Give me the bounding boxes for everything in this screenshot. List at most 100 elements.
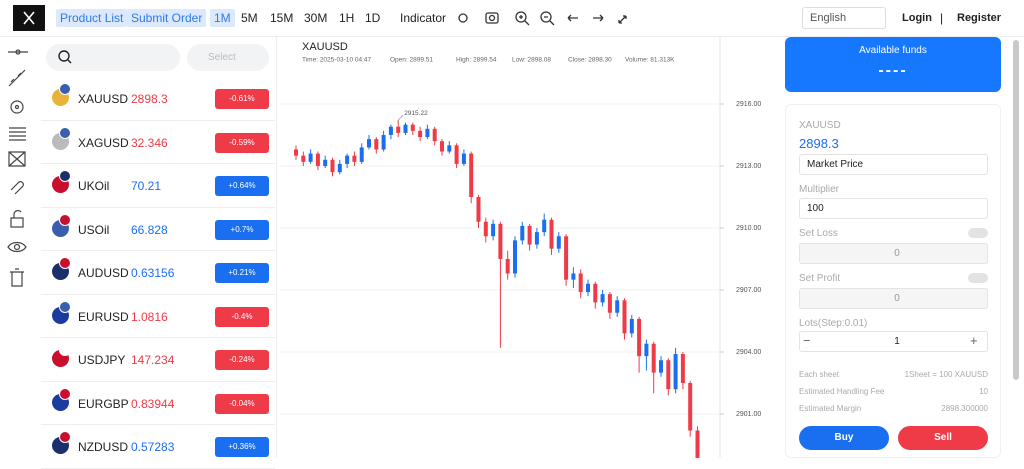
symbol-row[interactable]: AUDUSD 0.63156 +0.21% xyxy=(41,251,275,295)
candle-body xyxy=(505,258,510,274)
candle-body xyxy=(330,159,335,173)
y-tick-label: 2904.00 xyxy=(736,349,761,356)
symbol-row[interactable]: XAGUSD 32.346 -0.59% xyxy=(41,121,275,164)
symbol-icon-part xyxy=(59,300,71,313)
symbol-row[interactable]: USOil 66.828 +0.7% xyxy=(41,208,275,251)
scrollbar xyxy=(1013,40,1019,380)
symbol: XAUUSD xyxy=(799,120,841,131)
candle-body xyxy=(629,318,634,334)
buy-button[interactable]: Buy xyxy=(799,426,889,450)
plus[interactable]: + xyxy=(970,333,978,348)
set-loss[interactable]: 0 xyxy=(799,243,988,264)
symbol-price: 1.0816 xyxy=(131,309,168,324)
order-type[interactable]: Market Price xyxy=(799,154,988,175)
symbol-change: -0.4% xyxy=(215,306,269,327)
symbol-row[interactable]: UKOil 70.21 +0.64% xyxy=(41,164,275,208)
login[interactable]: Login xyxy=(902,12,932,24)
symbol-name: EURGBP xyxy=(78,396,129,411)
minus[interactable]: − xyxy=(803,333,811,348)
y-tick-label: 2907.00 xyxy=(736,287,761,294)
candlestick-chart: XAUUSD Time: 2025-03-10 04:47 Open: 2899.… xyxy=(280,36,761,458)
funds-title: Available funds xyxy=(859,45,927,56)
candle-body xyxy=(483,221,488,237)
indicator-button[interactable]: Indicator xyxy=(400,11,447,25)
candle-body xyxy=(637,318,642,357)
symbol-icon xyxy=(52,431,71,454)
symbol-icon xyxy=(52,83,71,106)
symbol-name: NZDUSD xyxy=(78,440,128,454)
symbol-icon xyxy=(52,170,71,193)
candle-body xyxy=(578,273,583,293)
symbol-name: XAGUSD xyxy=(78,135,129,150)
chart-info: High: 2899.54 xyxy=(456,57,497,64)
funds-card: Available funds ---- xyxy=(785,37,1001,92)
candle-body xyxy=(359,147,364,162)
toggle[interactable] xyxy=(968,228,988,238)
search-box[interactable] xyxy=(46,44,180,71)
candle-body xyxy=(498,223,503,259)
annotation-line xyxy=(397,114,404,121)
candle-body xyxy=(513,240,517,274)
symbol-row[interactable]: EURUSD 1.0816 -0.4% xyxy=(41,295,275,338)
toolbar-icons xyxy=(458,11,627,26)
interval[interactable]: 1H xyxy=(339,11,355,25)
symbol-row[interactable]: XAUUSD 2898.3 -0.61% xyxy=(41,77,275,121)
interval[interactable]: 5M xyxy=(241,11,258,25)
lots[interactable]: 1 xyxy=(799,331,988,352)
chart-info: Time: 2025-03-10 04:47 xyxy=(302,57,372,64)
sell-button[interactable]: Sell xyxy=(898,426,988,450)
chart-info: Low: 2898.08 xyxy=(512,57,551,64)
symbol-change: +0.36% xyxy=(215,437,269,457)
info-value: 1Sheet = 100 XAUUSD xyxy=(904,370,988,379)
candle-body xyxy=(367,139,371,148)
interval[interactable]: 1M xyxy=(210,9,235,27)
language-select[interactable]: English xyxy=(802,7,886,29)
symbol-icon xyxy=(52,126,71,150)
y-tick-label: 2913.00 xyxy=(736,163,761,170)
register[interactable]: Register xyxy=(957,12,1002,24)
symbol-row[interactable]: EURGBP 0.83944 -0.04% xyxy=(41,382,275,425)
candle-body xyxy=(666,360,671,390)
interval[interactable]: 1D xyxy=(365,11,381,25)
symbol-price: 0.63156 xyxy=(131,266,175,280)
chart-info: Volume: 81.313K xyxy=(625,57,675,64)
logo[interactable] xyxy=(13,5,45,31)
symbol-icon-part xyxy=(59,170,71,182)
symbol-name: UKOil xyxy=(78,179,110,193)
candle-body xyxy=(680,354,685,383)
candle-body xyxy=(607,294,612,313)
candle-body xyxy=(622,300,627,334)
toggle[interactable] xyxy=(968,273,988,283)
candle-body xyxy=(418,130,423,138)
divider xyxy=(276,37,277,458)
candle-body xyxy=(337,163,342,173)
candle-body xyxy=(454,145,459,164)
tab[interactable]: Submit Order xyxy=(127,9,207,27)
candle-body xyxy=(308,153,313,162)
symbol-price: 2898.3 xyxy=(131,92,168,106)
candle-body xyxy=(651,343,656,373)
drawing-tools xyxy=(7,49,28,287)
info-label: Estimated Handling Fee xyxy=(799,387,885,396)
y-tick-label: 2910.00 xyxy=(736,225,761,232)
candle-body xyxy=(469,153,474,197)
symbol-name: EURUSD xyxy=(78,309,129,324)
candle-body xyxy=(520,225,525,241)
select[interactable]: Select xyxy=(187,44,269,71)
candle-body xyxy=(534,232,539,245)
symbol-row[interactable]: NZDUSD 0.57283 +0.36% xyxy=(41,425,275,469)
candle-body xyxy=(345,155,350,164)
interval[interactable]: 15M xyxy=(270,11,294,25)
candle-body xyxy=(549,219,554,249)
candle-body xyxy=(440,141,444,152)
tab[interactable]: Product List xyxy=(56,9,128,27)
symbol-change: +0.64% xyxy=(215,176,269,196)
symbol-row[interactable]: USDJPY 147.234 -0.24% xyxy=(41,338,275,382)
label: Set Loss xyxy=(799,228,838,239)
info-label: Each sheet xyxy=(799,370,840,379)
interval[interactable]: 30M xyxy=(304,11,328,25)
info-label: Estimated Margin xyxy=(799,404,862,413)
multiplier[interactable]: 100 xyxy=(799,198,988,219)
candle-body xyxy=(571,273,576,280)
set-profit[interactable]: 0 xyxy=(799,288,988,309)
